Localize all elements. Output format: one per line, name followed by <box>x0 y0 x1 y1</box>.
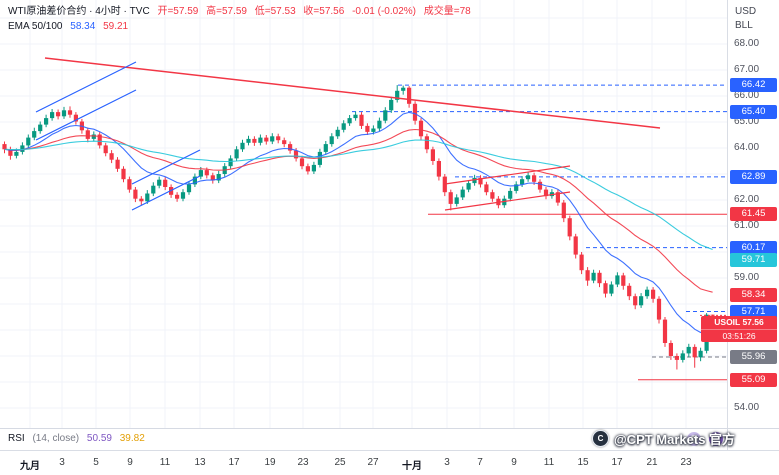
chart-legend: WTI原油差价合约 · 4小时 · TVC 开=57.59 高=57.59 低=… <box>8 4 471 34</box>
price-tick-label: 66.00 <box>734 90 760 101</box>
price-level-badge: 60.17 <box>730 240 777 255</box>
rsi-value: 50.59 <box>86 433 112 444</box>
rsi-ma-value: 39.82 <box>119 433 145 444</box>
ema-indicator-label[interactable]: EMA 50/100 <box>8 21 63 32</box>
unit-currency: USD <box>735 6 757 17</box>
price-tick-label: 67.00 <box>734 64 760 75</box>
price-level-badge: 62.89 <box>730 169 777 184</box>
symbol-title[interactable]: WTI原油差价合约 · 4小时 · TVC <box>8 6 150 17</box>
time-axis-label: 15 <box>577 457 589 468</box>
ema100-value: 59.21 <box>103 21 129 32</box>
ohlc-open: 开=57.59 <box>157 6 199 17</box>
price-tick-label: 68.00 <box>734 38 760 49</box>
time-axis-label: 17 <box>611 457 623 468</box>
time-axis-label: 11 <box>159 457 171 468</box>
time-axis-label: 23 <box>297 457 309 468</box>
price-level-badge: 66.42 <box>730 78 777 93</box>
rsi-pane: RSI (14, close) 50.59 39.82 <box>0 429 727 450</box>
time-axis-label: 11 <box>543 457 555 468</box>
watermark: C @CPT Markets 官方 <box>592 429 735 448</box>
price-tick-label: 59.00 <box>734 272 760 283</box>
symbol-legend-row: WTI原油差价合约 · 4小时 · TVC 开=57.59 高=57.59 低=… <box>8 4 471 19</box>
pane-button-ring-icon[interactable] <box>687 432 701 446</box>
time-axis-label: 19 <box>264 457 276 468</box>
price-level-badge: 55.09 <box>730 372 777 387</box>
price-level-badge: 61.45 <box>730 207 777 222</box>
time-axis-label: 7 <box>477 457 483 468</box>
time-axis-label: 3 <box>59 457 65 468</box>
price-level-badge: 59.71 <box>730 252 777 267</box>
price-level-badge: 57.71 <box>730 304 777 319</box>
ema50-value: 58.34 <box>70 21 96 32</box>
rsi-legend-row: RSI (14, close) 50.59 39.82 <box>8 433 145 444</box>
price-level-badge: 58.34 <box>730 288 777 303</box>
candlestick-chart[interactable] <box>0 0 727 428</box>
ohlc-low: 低=57.53 <box>254 6 296 17</box>
time-axis-label: 25 <box>334 457 346 468</box>
time-axis-label: 27 <box>367 457 379 468</box>
time-axis-month-label: 十月 <box>402 461 422 472</box>
time-axis-label: 13 <box>194 457 206 468</box>
price-tick-label: 61.00 <box>734 220 760 231</box>
time-axis-label: 23 <box>680 457 692 468</box>
price-axis-unit: USD BLL <box>735 5 756 33</box>
price-tick-label: 64.00 <box>734 142 760 153</box>
time-axis-label: 9 <box>127 457 133 468</box>
price-axis[interactable]: USD BLL 68.00 67.00 66.00 65.00 64.00 62.00 61… <box>701 0 779 450</box>
volume-value: 成交量=78 <box>423 6 471 17</box>
time-axis-label: 9 <box>511 457 517 468</box>
price-level-badge: 65.40 <box>730 104 777 119</box>
rsi-params: (14, close) <box>32 433 80 444</box>
current-price-badge: USOIL 57.56 03:51:26 <box>701 316 777 343</box>
time-axis-label: 3 <box>444 457 450 468</box>
price-level-badge: 55.96 <box>730 350 777 365</box>
price-pane: WTI原油差价合约 · 4小时 · TVC 开=57.59 高=57.59 低=… <box>0 0 727 428</box>
time-axis-label: 17 <box>228 457 240 468</box>
ohlc-high: 高=57.59 <box>206 6 247 17</box>
pane-divider[interactable] <box>0 428 779 429</box>
price-tick-label: 62.00 <box>734 194 760 205</box>
price-tick-label: 54.00 <box>734 402 760 413</box>
ohlc-close: 收=57.56 <box>303 6 345 17</box>
unit-barrel: BLL <box>735 20 753 31</box>
rsi-indicator-label[interactable]: RSI <box>8 433 25 444</box>
current-price-symbol: USOIL 57.56 <box>714 317 764 328</box>
time-axis-month-label: 九月 <box>20 461 40 472</box>
price-change: -0.01 (-0.02%) <box>352 6 416 17</box>
pane-buttons <box>687 432 723 446</box>
watermark-text: @CPT Markets 官方 <box>614 432 736 447</box>
time-axis[interactable]: 九月 3 5 9 11 13 17 19 23 25 27 十月 3 7 9 11 15 17 21 23 <box>0 450 779 475</box>
cpt-markets-logo-icon: C <box>592 430 609 447</box>
time-axis-label: 5 <box>93 457 99 468</box>
price-tick-label: 65.00 <box>734 116 760 127</box>
ema-legend-row: EMA 50/100 58.34 59.21 <box>8 19 471 34</box>
candle-countdown: 03:51:26 <box>701 329 777 342</box>
pane-button-dot-icon[interactable] <box>709 432 723 446</box>
time-axis-label: 21 <box>646 457 658 468</box>
